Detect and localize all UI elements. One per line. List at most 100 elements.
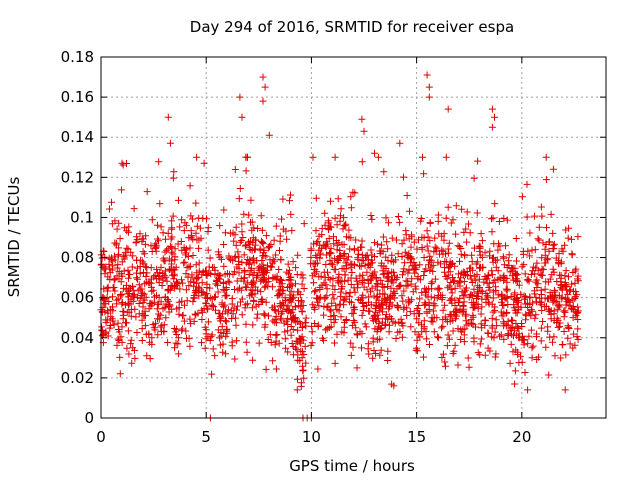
data-point	[488, 228, 496, 236]
data-point	[372, 299, 380, 307]
data-point	[473, 209, 481, 217]
data-point	[440, 230, 448, 238]
data-point	[463, 208, 471, 216]
data-point	[341, 277, 349, 285]
data-point	[278, 280, 286, 288]
data-point	[168, 225, 176, 233]
data-point	[118, 338, 126, 346]
data-point	[518, 320, 525, 327]
data-point	[549, 241, 557, 249]
data-point	[163, 246, 171, 254]
data-point	[315, 302, 323, 310]
data-point	[284, 348, 292, 356]
data-point	[445, 249, 453, 257]
data-point	[388, 234, 396, 242]
data-point	[377, 247, 385, 255]
data-point	[557, 260, 565, 268]
data-point	[301, 342, 309, 350]
data-point	[488, 215, 495, 223]
data-point	[453, 312, 460, 320]
data-point	[238, 228, 246, 236]
data-point	[394, 250, 402, 258]
data-point	[569, 296, 577, 304]
data-point	[254, 225, 262, 232]
data-point	[384, 245, 392, 253]
data-point	[342, 220, 350, 228]
data-point	[386, 303, 393, 311]
data-point	[457, 326, 465, 334]
data-point	[443, 258, 451, 266]
data-point	[105, 298, 113, 305]
data-point	[287, 210, 295, 218]
data-point	[514, 351, 522, 358]
data-point	[371, 305, 379, 312]
data-point	[133, 294, 141, 302]
data-point	[371, 253, 378, 260]
data-point	[160, 321, 168, 329]
data-point	[572, 288, 580, 296]
data-point	[557, 281, 565, 289]
data-point	[235, 257, 242, 265]
data-point	[521, 369, 529, 376]
data-point	[299, 362, 306, 370]
data-point	[233, 337, 241, 345]
data-point	[224, 309, 232, 317]
data-point	[186, 315, 194, 323]
data-point	[505, 257, 513, 265]
data-point	[242, 167, 250, 175]
data-point	[369, 334, 377, 342]
data-point	[488, 267, 496, 275]
data-point	[176, 285, 184, 293]
data-point	[414, 273, 422, 281]
data-point	[104, 283, 112, 291]
data-point	[127, 312, 135, 320]
data-point	[550, 333, 558, 341]
data-point	[426, 218, 434, 226]
data-point	[535, 353, 543, 361]
data-point	[321, 294, 329, 302]
data-point	[241, 304, 249, 312]
data-point	[542, 343, 550, 351]
data-point	[474, 300, 482, 308]
data-point	[240, 251, 248, 259]
data-point	[245, 240, 253, 248]
data-point	[447, 285, 455, 293]
data-point	[316, 241, 324, 249]
data-point	[372, 282, 380, 290]
data-point	[393, 236, 400, 244]
data-point	[407, 296, 415, 304]
data-point	[422, 300, 430, 308]
data-point	[375, 303, 383, 310]
data-point	[509, 276, 517, 284]
data-point	[442, 362, 449, 370]
data-point	[413, 344, 420, 352]
data-point	[471, 244, 478, 252]
data-point	[178, 276, 185, 284]
data-point	[247, 218, 254, 226]
data-point	[241, 274, 249, 282]
data-point	[538, 265, 546, 273]
data-point	[314, 323, 322, 330]
data-point	[109, 262, 117, 270]
data-point	[478, 303, 486, 311]
data-point	[127, 340, 135, 348]
data-point	[196, 224, 204, 232]
data-point	[549, 229, 557, 237]
data-point	[441, 301, 449, 309]
data-point	[138, 337, 146, 344]
data-point	[183, 297, 191, 305]
data-point	[170, 275, 178, 283]
data-point	[327, 197, 334, 205]
data-point	[293, 346, 301, 354]
data-point	[467, 319, 475, 327]
data-point	[466, 272, 474, 279]
data-point	[329, 282, 337, 290]
data-point	[198, 289, 206, 297]
y-tick-label: 0.04	[61, 329, 94, 347]
data-point	[465, 363, 473, 371]
data-point	[294, 251, 302, 259]
data-point	[490, 240, 498, 248]
data-point	[420, 234, 428, 242]
data-point	[214, 288, 222, 296]
data-point	[222, 292, 230, 300]
